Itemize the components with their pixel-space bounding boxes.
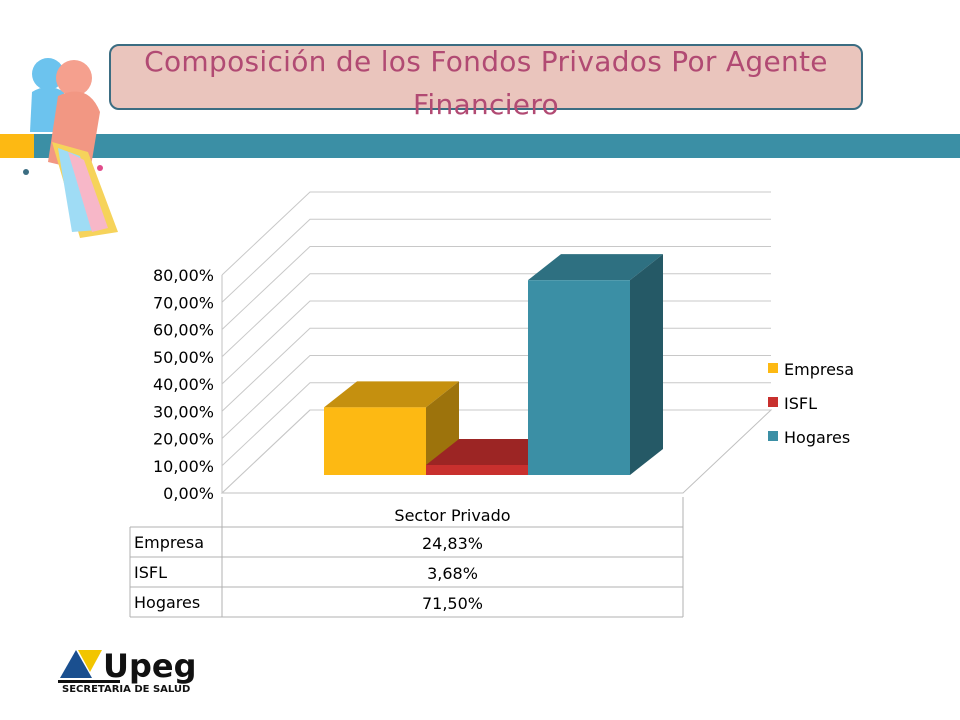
- y-tick-label: 0,00%: [163, 484, 214, 503]
- y-tick-label: 70,00%: [153, 293, 214, 312]
- y-tick-label: 80,00%: [153, 266, 214, 285]
- bar-isfl: [426, 464, 528, 475]
- table-value-empresa: 24,83%: [422, 534, 483, 553]
- title-box: [109, 44, 863, 110]
- legend-label-isfl: ISFL: [784, 394, 817, 413]
- bar-side-hogares: [630, 254, 663, 475]
- table-value-isfl: 3,68%: [427, 564, 478, 583]
- y-tick-label: 30,00%: [153, 402, 214, 421]
- header-band: [0, 134, 960, 158]
- gridline: [221, 273, 771, 358]
- gridline: [221, 355, 771, 439]
- y-tick-label: 10,00%: [153, 457, 214, 476]
- table-header-category: Sector Privado: [394, 506, 510, 525]
- y-tick-label: 50,00%: [153, 348, 214, 367]
- bar-hogares: [528, 280, 630, 475]
- upeg-logo-subtitle: SECRETARIA DE SALUD: [62, 684, 191, 695]
- y-tick-label: 20,00%: [153, 430, 214, 449]
- gridline: [221, 300, 771, 385]
- gridline: [221, 218, 771, 303]
- y-tick-label: 60,00%: [153, 321, 214, 340]
- bar-empresa: [324, 407, 426, 475]
- slide-title: Composición de los Fondos Privados Por A…: [144, 45, 828, 121]
- upeg-logo-icon: [58, 650, 120, 683]
- family-illustration-icon: [23, 58, 118, 238]
- header-band-accent: [0, 134, 34, 158]
- table-row-label-hogares: Hogares: [134, 593, 200, 612]
- bar-top-empresa: [324, 381, 459, 408]
- gridline: [221, 191, 771, 276]
- legend-swatch-empresa: [768, 363, 778, 373]
- table-row-label-isfl: ISFL: [134, 563, 167, 582]
- upeg-logo-text: Upeg: [103, 647, 197, 685]
- y-tick-label: 40,00%: [153, 375, 214, 394]
- table-row-label-empresa: Empresa: [134, 533, 204, 552]
- legend-swatch-isfl: [768, 397, 778, 407]
- gridline: [221, 246, 771, 330]
- legend-swatch-hogares: [768, 431, 778, 441]
- legend-label-hogares: Hogares: [784, 428, 850, 447]
- bar-top-isfl: [426, 438, 561, 465]
- bar-top-hogares: [528, 254, 663, 281]
- table-value-hogares: 71,50%: [422, 594, 483, 613]
- gridline: [221, 327, 771, 412]
- legend-label-empresa: Empresa: [784, 360, 854, 379]
